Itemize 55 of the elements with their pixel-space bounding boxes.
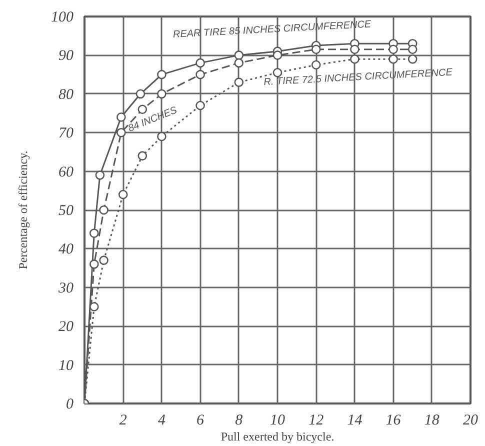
point bbox=[118, 190, 128, 200]
point bbox=[234, 58, 244, 68]
point bbox=[388, 54, 398, 64]
point bbox=[350, 44, 360, 54]
y-tick-label: 0 bbox=[66, 396, 74, 412]
point bbox=[99, 256, 108, 265]
y-tick-label: 80 bbox=[58, 86, 74, 103]
y-tick-label: 10 bbox=[58, 358, 74, 374]
series-label: REAR TIRE 85 INCHES CIRCUMFERENCE bbox=[172, 19, 372, 40]
y-tick-label: 90 bbox=[58, 48, 74, 64]
point bbox=[95, 170, 105, 180]
y-tick-label: 40 bbox=[58, 242, 74, 258]
x-tick-label: 18 bbox=[424, 412, 440, 428]
x-tick-label: 4 bbox=[158, 412, 166, 428]
point bbox=[350, 54, 360, 64]
point bbox=[311, 44, 321, 54]
y-tick-label: 60 bbox=[58, 164, 74, 180]
x-tick-label: 16 bbox=[386, 412, 402, 428]
x-tick-label: 14 bbox=[347, 412, 363, 428]
point bbox=[157, 89, 166, 99]
x-tick-label: 10 bbox=[270, 412, 286, 428]
point bbox=[196, 100, 205, 110]
point bbox=[388, 44, 398, 54]
y-axis-title: Percentage of efficiency. bbox=[16, 150, 30, 270]
point bbox=[408, 54, 418, 64]
x-tick-label: 6 bbox=[196, 412, 205, 428]
point bbox=[99, 205, 108, 215]
y-tick-label: 100 bbox=[51, 10, 74, 26]
point bbox=[196, 58, 205, 68]
x-tick-label: 12 bbox=[308, 412, 324, 428]
point bbox=[90, 302, 99, 312]
x-tick-label: 2 bbox=[119, 412, 128, 428]
y-tick-label: 30 bbox=[58, 280, 74, 296]
point bbox=[116, 112, 126, 122]
point bbox=[90, 228, 99, 238]
point bbox=[196, 70, 205, 80]
point bbox=[234, 78, 244, 87]
x-tick-label: 8 bbox=[235, 412, 244, 428]
point bbox=[90, 260, 99, 269]
y-tick-label: 20 bbox=[58, 319, 74, 336]
point bbox=[136, 89, 146, 99]
point bbox=[272, 68, 282, 78]
point bbox=[272, 50, 282, 60]
series-label: R. TIRE 72.5 INCHES CIRCUMFERENCE bbox=[263, 67, 453, 88]
point bbox=[311, 60, 321, 70]
point bbox=[234, 50, 244, 60]
y-tick-label: 50 bbox=[58, 203, 74, 219]
point bbox=[157, 132, 166, 142]
x-axis-title: Pull exerted by bicycle. bbox=[220, 430, 334, 444]
point bbox=[138, 151, 148, 160]
point bbox=[408, 44, 418, 54]
y-tick-label: 70 bbox=[58, 126, 74, 142]
point bbox=[157, 70, 166, 80]
x-tick-label: 20 bbox=[463, 412, 478, 428]
point bbox=[116, 128, 126, 138]
